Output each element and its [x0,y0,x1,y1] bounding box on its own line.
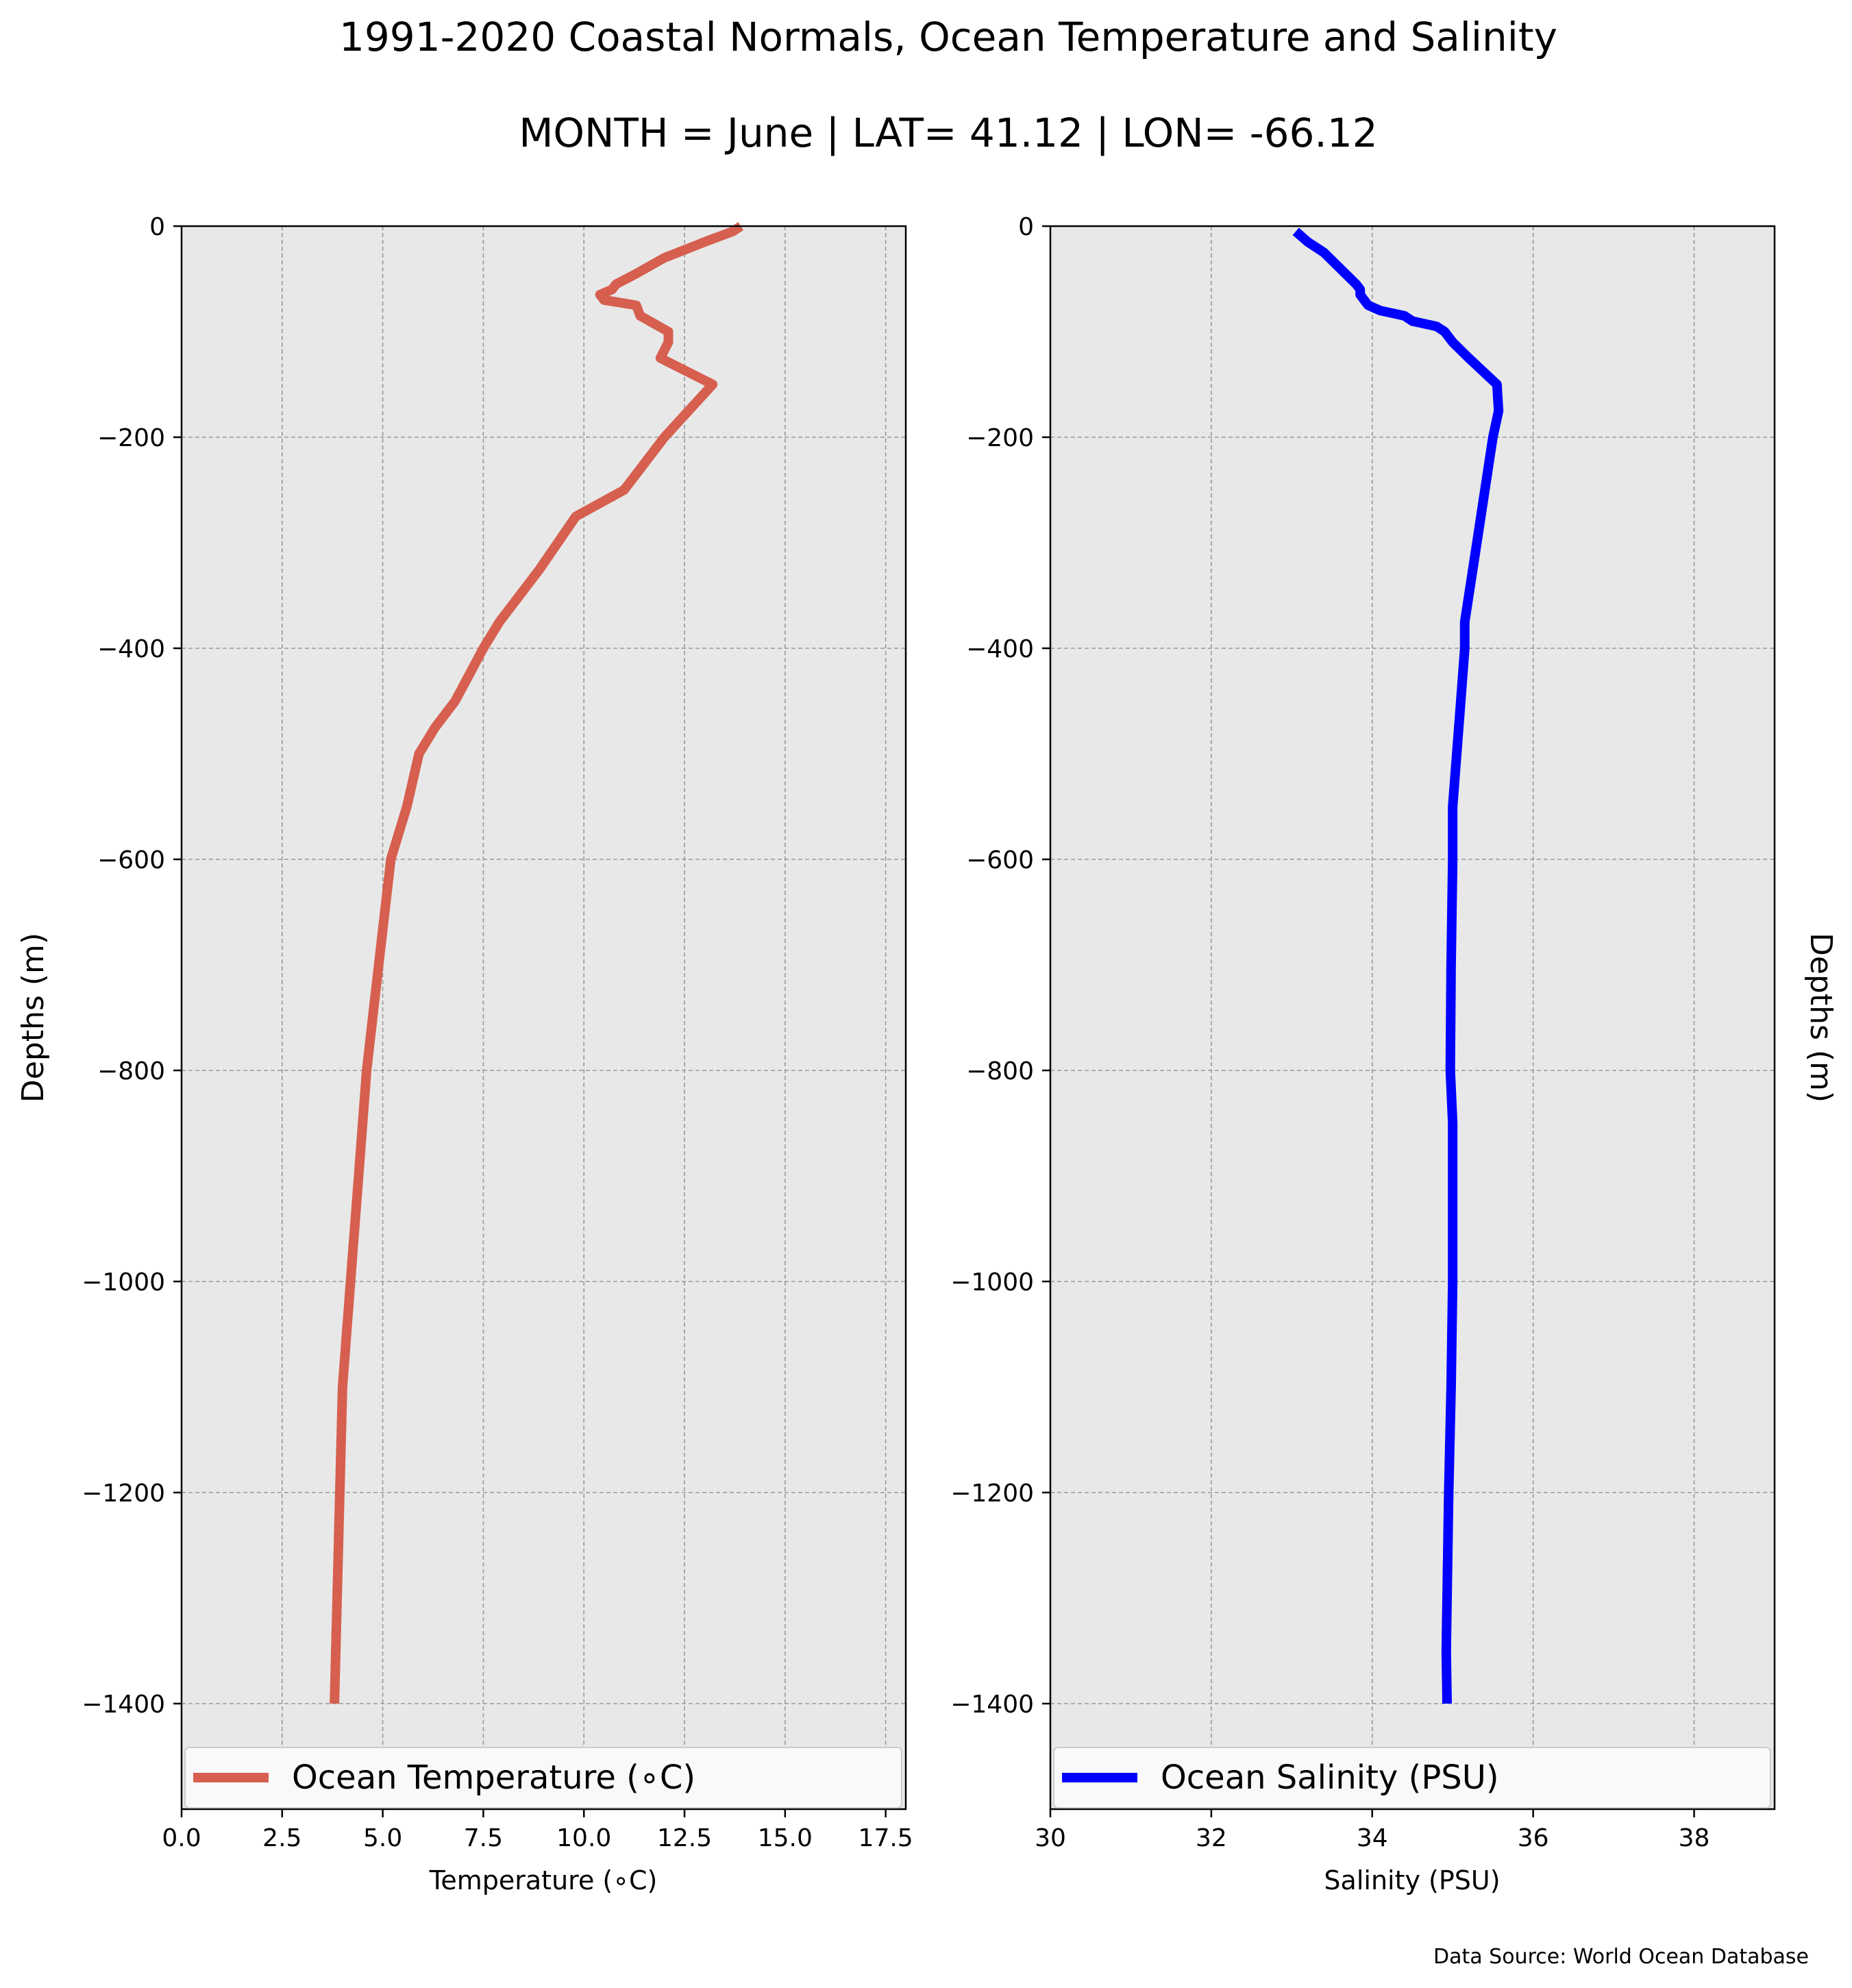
y-tick-label: −1200 [950,1480,1034,1508]
salinity-legend-box [1053,1747,1771,1808]
data-source-note: Data Source: World Ocean Database [1433,1945,1809,1969]
x-tick-label: 10.0 [556,1824,611,1852]
y-tick-label: −800 [97,1057,165,1085]
x-tick-label: 0.0 [162,1824,201,1852]
chart-subtitle: MONTH = June | LAT= 41.12 | LON= -66.12 [519,110,1377,156]
x-tick-label: 12.5 [657,1824,712,1852]
temperature-panel: 0.0 2.5 5.0 7.5 10.0 12.5 15.0 17.5 0 −200 −400 −60… [16,213,913,1895]
salinity-line [1292,228,1504,1704]
x-tick-label: 2.5 [262,1824,301,1852]
x-tick-label: 38 [1679,1824,1710,1852]
x-tick-label: 5.0 [363,1824,402,1852]
y-tick-label: −1400 [82,1691,165,1719]
temperature-x-axis-label: Temperature (∘C) [429,1865,658,1895]
y-tick-label: −400 [97,635,165,663]
salinity-y-axis-label: Depths (m) [1803,933,1838,1103]
y-tick-label: 0 [1018,213,1034,241]
temperature-plot-background [182,226,906,1809]
y-tick-label: −200 [97,424,165,452]
y-tick-label: −800 [966,1057,1034,1085]
y-tick-label: −1000 [82,1268,165,1297]
x-tick-label: 32 [1196,1824,1227,1852]
y-tick-label: −400 [966,635,1034,663]
y-tick-label: −200 [966,424,1034,452]
x-tick-label: 30 [1035,1824,1066,1852]
temperature-y-axis-label: Depths (m) [16,933,51,1103]
x-tick-label: 36 [1518,1824,1549,1852]
salinity-panel: 30 32 34 36 38 0 −200 −400 −600 −800 −1000 −1200 −14… [950,213,1838,1895]
salinity-legend-label: Ocean Salinity (PSU) [1161,1758,1499,1797]
x-tick-label: 15.0 [758,1824,813,1852]
temperature-ticks: 0.0 2.5 5.0 7.5 10.0 12.5 15.0 17.5 0 −200 −400 −60… [82,213,913,1852]
temperature-legend-box [184,1747,902,1808]
y-tick-label: −600 [966,846,1034,874]
y-tick-label: −600 [97,846,165,874]
temperature-plot-frame [180,225,907,1811]
x-tick-label: 17.5 [859,1824,913,1852]
x-tick-label: 34 [1357,1824,1388,1852]
y-tick-label: −1000 [950,1268,1034,1297]
salinity-ticks: 30 32 34 36 38 0 −200 −400 −600 −800 −1000 −1200 −14… [950,213,1709,1852]
salinity-x-axis-label: Salinity (PSU) [1324,1865,1500,1895]
x-tick-label: 7.5 [464,1824,503,1852]
salinity-plot-frame [1049,225,1776,1811]
temperature-legend-label: Ocean Temperature (∘C) [292,1758,695,1797]
y-tick-label: −1200 [82,1480,165,1508]
temperature-gridlines [181,225,906,1809]
salinity-legend: Ocean Salinity (PSU) [1053,1747,1771,1808]
chart-title: 1991-2020 Coastal Normals, Ocean Tempera… [339,14,1557,60]
y-tick-label: −1400 [950,1691,1034,1719]
y-tick-label: 0 [149,213,165,241]
salinity-plot-background [1050,226,1775,1809]
temperature-legend: Ocean Temperature (∘C) [184,1747,902,1808]
temperature-line [330,222,744,1704]
